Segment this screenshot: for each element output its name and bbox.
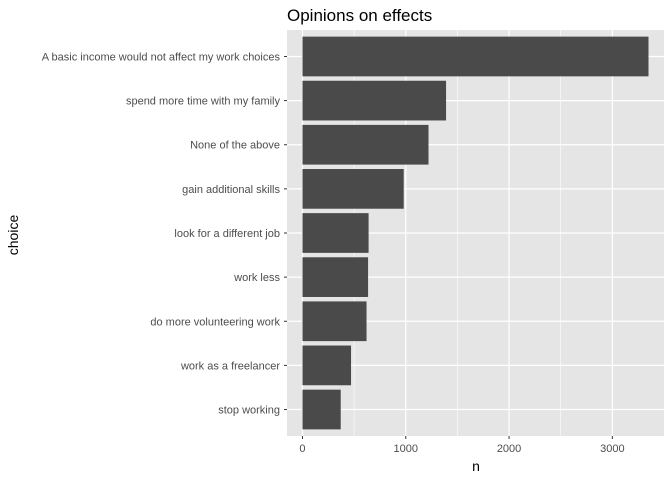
y-tick-label: A basic income would not affect my work … (42, 51, 281, 63)
x-tick-label: 3000 (600, 443, 624, 455)
x-tick-label: 1000 (394, 443, 418, 455)
y-tick-label: gain additional skills (182, 184, 280, 196)
y-tick-label: work less (233, 272, 280, 284)
y-tick-label: do more volunteering work (150, 316, 280, 328)
bar (302, 389, 341, 430)
y-tick-label: work as a freelancer (180, 360, 280, 372)
y-tick-label: None of the above (190, 140, 280, 152)
y-tick-label: stop working (218, 405, 280, 417)
bar (302, 345, 352, 386)
bar (302, 257, 369, 297)
bar (302, 80, 447, 121)
y-tick-label: look for a different job (174, 228, 280, 240)
x-axis-title: n (472, 458, 480, 474)
y-axis-title: choice (5, 215, 21, 256)
bar (302, 169, 404, 209)
bar (302, 124, 429, 165)
x-tick-label: 2000 (497, 443, 521, 455)
x-tick-label: 0 (299, 443, 305, 455)
bar (302, 213, 369, 253)
bar (302, 301, 367, 342)
x-axis: 0 1000 2000 3000 (299, 436, 625, 455)
chart-title: Opinions on effects (287, 6, 432, 25)
y-tick-label: spend more time with my family (126, 96, 281, 108)
y-axis: A basic income would not affect my work … (42, 51, 287, 417)
bar (302, 36, 649, 77)
bars (302, 36, 649, 430)
